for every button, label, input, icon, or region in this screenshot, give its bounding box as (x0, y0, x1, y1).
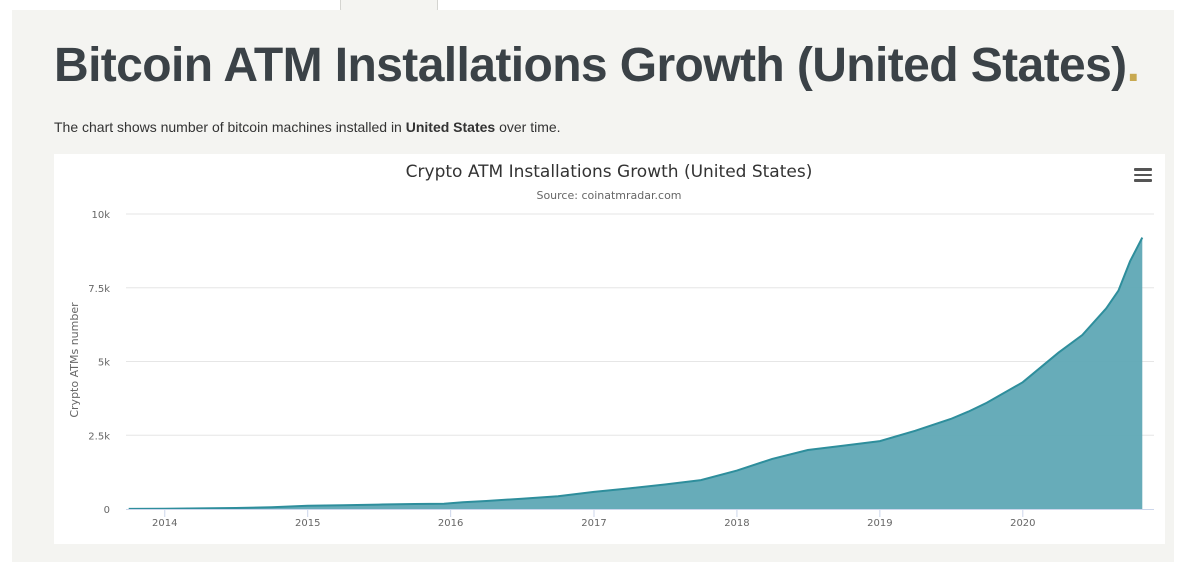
chart-title: Crypto ATM Installations Growth (United … (406, 162, 813, 182)
x-tick-label: 2015 (295, 518, 320, 529)
description-country: United States (405, 119, 496, 135)
description-prefix: The chart shows number of bitcoin machin… (54, 119, 406, 135)
description-suffix: over time. (495, 119, 561, 135)
area-fill (128, 237, 1143, 509)
y-tick-label: 5k (98, 358, 110, 369)
title-accent-dot: . (1126, 39, 1140, 92)
y-tick-label: 7.5k (88, 284, 110, 295)
x-tick-label: 2019 (867, 518, 892, 529)
y-tick-label: 0 (104, 505, 110, 516)
hamburger-menu-icon[interactable] (1134, 168, 1152, 184)
x-tick-label: 2016 (438, 518, 463, 529)
x-tick-label: 2018 (724, 518, 749, 529)
x-axis: 2014 2015 2016 2017 2018 2019 2020 (126, 509, 1154, 529)
y-axis: 0 2.5k 5k 7.5k 10k (88, 210, 110, 516)
y-tick-label: 10k (91, 210, 110, 221)
y-axis-title: Crypto ATMs number (68, 302, 81, 418)
area-series (128, 237, 1144, 510)
x-tick-label: 2014 (152, 518, 177, 529)
series-line (128, 237, 1144, 510)
page-title: Bitcoin ATM Installations Growth (United… (54, 36, 1140, 96)
x-tick-label: 2020 (1010, 518, 1035, 529)
area-chart: Crypto ATM Installations Growth (United … (68, 162, 1154, 529)
chart-card: Crypto ATM Installations Growth (United … (54, 154, 1165, 544)
y-tick-label: 2.5k (88, 431, 110, 442)
chart-subtitle: Source: coinatmradar.com (536, 189, 681, 202)
page-title-text: Bitcoin ATM Installations Growth (United… (54, 39, 1127, 92)
x-tick-label: 2017 (581, 518, 606, 529)
page-description: The chart shows number of bitcoin machin… (54, 119, 561, 135)
